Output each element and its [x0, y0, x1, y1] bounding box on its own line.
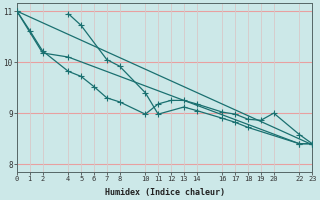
X-axis label: Humidex (Indice chaleur): Humidex (Indice chaleur): [105, 188, 225, 197]
